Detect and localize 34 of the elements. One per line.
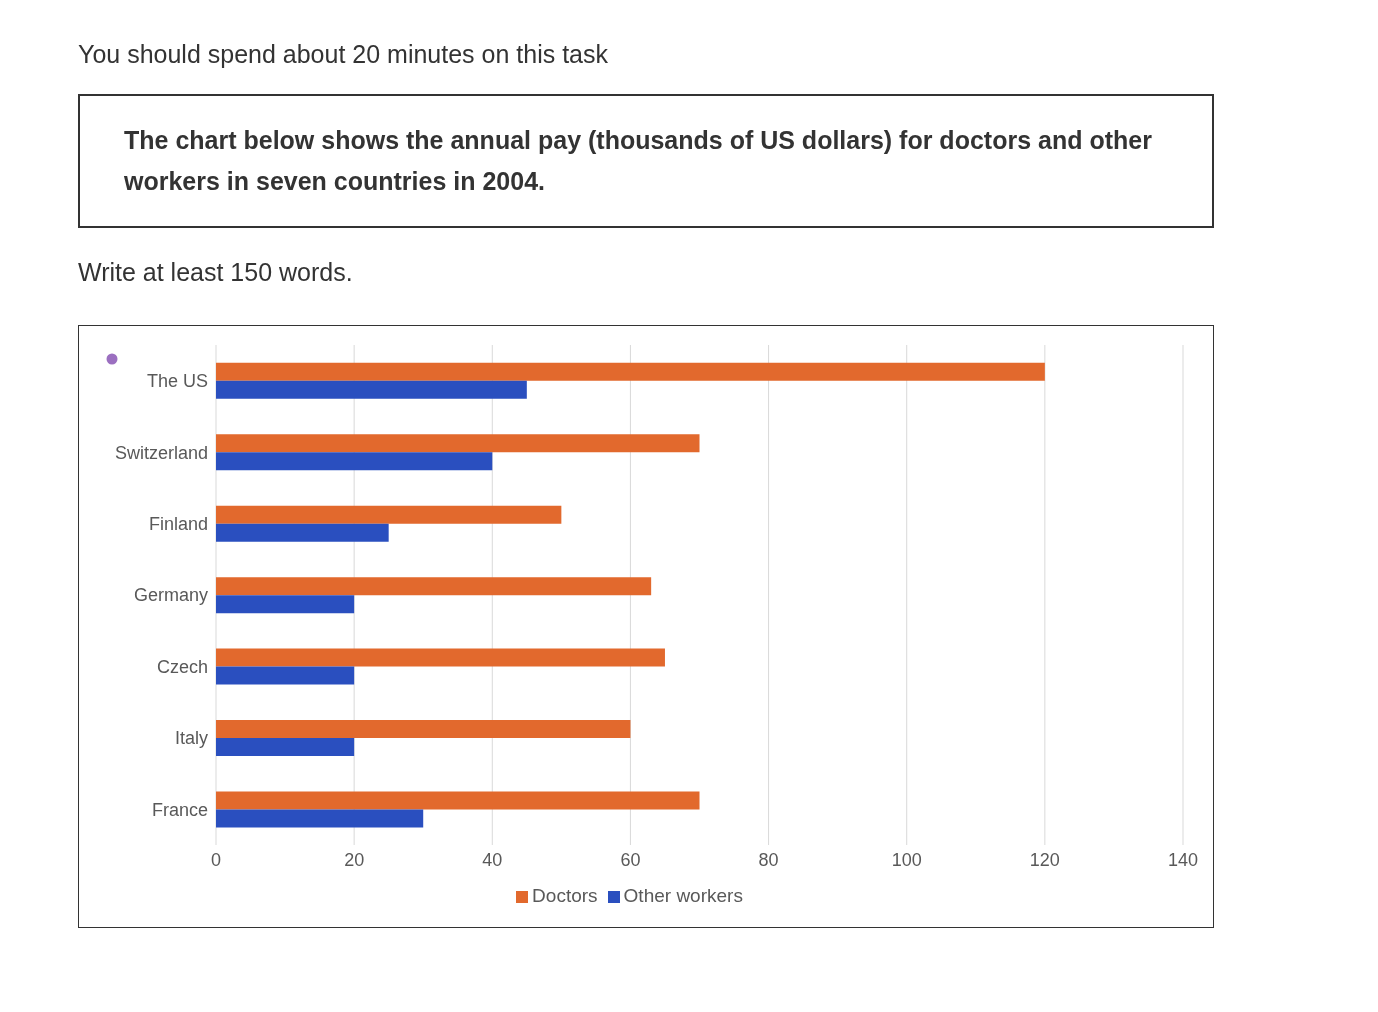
legend-label: Doctors [532, 885, 598, 906]
bar [216, 362, 1045, 381]
y-tick-label: Czech [156, 656, 208, 677]
y-tick-label: The US [146, 371, 208, 392]
x-tick-label: 120 [1029, 849, 1060, 870]
bar [216, 434, 700, 453]
x-tick-label: 100 [891, 849, 922, 870]
bar [216, 809, 424, 828]
bar [216, 452, 493, 471]
bar [216, 791, 700, 810]
bar [216, 523, 389, 542]
bar [216, 648, 665, 667]
text: You should spend about 20 minutes on this task [78, 40, 609, 69]
legend-label: Other workers [623, 885, 743, 906]
chart-title: The chart below shows the annual pay (thousands of US dollars) for doctors and other workers in seven countries in 2004. [78, 94, 1214, 228]
bar [216, 380, 527, 399]
y-tick-label: Italy [174, 728, 208, 749]
bar [216, 720, 631, 738]
x-tick-label: 60 [620, 849, 641, 870]
bar [216, 738, 355, 756]
x-tick-label: 40 [482, 849, 503, 870]
x-tick-label: 140 [1167, 849, 1199, 870]
bar [216, 577, 652, 596]
x-tick-label: 0 [210, 849, 222, 870]
bar [216, 595, 355, 614]
y-tick-label: France [151, 799, 208, 820]
y-tick-label: Germany [133, 585, 208, 606]
bar [216, 666, 355, 685]
text: Write at least 150 words. [78, 258, 354, 287]
x-tick-label: 80 [758, 849, 779, 870]
x-tick-label: 20 [344, 849, 365, 870]
y-tick-label: Switzerland [114, 442, 208, 463]
y-tick-label: Finland [148, 513, 208, 534]
bar [216, 505, 562, 524]
